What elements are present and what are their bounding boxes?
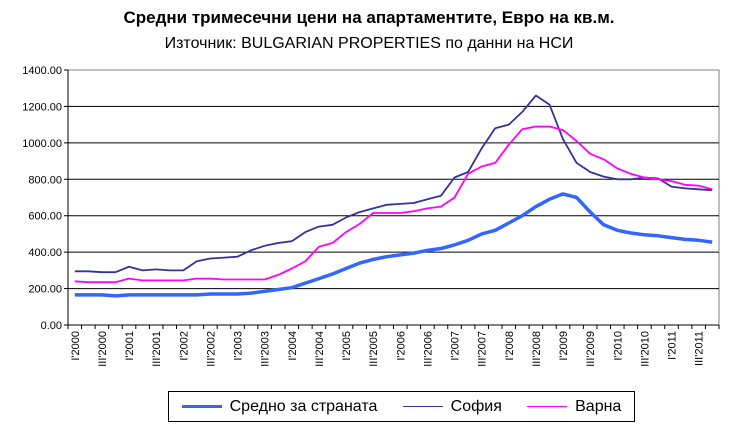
legend-label: Средно за страната	[229, 397, 378, 415]
y-tick-label: 1000.00	[22, 138, 62, 150]
x-tick-label: III'2003	[260, 331, 272, 367]
x-tick-label: III'2010	[639, 331, 651, 367]
x-tick-label: I'2009	[558, 331, 570, 361]
x-tick-label: I'2011	[667, 331, 679, 360]
x-tick-label: III'2004	[314, 331, 326, 367]
legend-label: Варна	[575, 397, 622, 415]
x-tick-label: I'2003	[233, 331, 245, 361]
y-tick-label: 1200.00	[22, 101, 62, 113]
legend-swatch	[402, 406, 443, 407]
x-tick-label: III'2009	[585, 331, 597, 367]
legend-swatch	[181, 405, 222, 408]
x-tick-label: III'2011	[694, 331, 706, 366]
x-tick-label: I'2010	[612, 331, 624, 361]
y-tick-label: 600.00	[28, 211, 62, 223]
y-tick-label: 0.00	[41, 320, 62, 332]
x-tick-label: I'2001	[124, 331, 136, 361]
legend: Средно за страната София Варна	[168, 391, 635, 422]
x-tick-label: I'2005	[341, 331, 353, 361]
chart-subtitle: Източник: BULGARIAN PROPERTIES по данни …	[164, 35, 574, 52]
series-line-1	[74, 94, 713, 274]
x-tick-label: I'2008	[504, 331, 516, 361]
series-line-2	[74, 125, 713, 284]
y-tick-label: 200.00	[28, 284, 62, 296]
legend-item: София	[402, 397, 502, 416]
plot-area	[67, 69, 720, 326]
legend-item: Средно за страната	[181, 397, 378, 416]
x-tick-label: I'2002	[178, 331, 190, 361]
x-tick-label: III'2001	[151, 331, 163, 367]
y-tick-label: 800.00	[28, 174, 62, 186]
x-tick-label: III'2007	[477, 331, 489, 367]
chart-title: Средни тримесечни цени на апартаментите,…	[123, 8, 615, 27]
y-tick-label: 400.00	[28, 247, 62, 259]
x-tick-label: I'2007	[450, 331, 462, 361]
y-tick-label: 1400.00	[22, 65, 62, 77]
legend-swatch	[527, 406, 568, 407]
x-tick-label: III'2005	[368, 331, 380, 367]
x-tick-label: III'2000	[97, 331, 109, 367]
x-tick-label: III'2002	[205, 331, 217, 367]
x-tick-label: I'2000	[70, 331, 82, 361]
x-tick-label: III'2008	[531, 331, 543, 367]
x-tick-label: I'2004	[287, 331, 299, 361]
x-tick-label: III'2006	[422, 331, 434, 367]
series-line-0	[74, 192, 713, 298]
x-tick-label: I'2006	[395, 331, 407, 361]
legend-label: София	[450, 397, 502, 415]
legend-item: Варна	[527, 398, 621, 416]
